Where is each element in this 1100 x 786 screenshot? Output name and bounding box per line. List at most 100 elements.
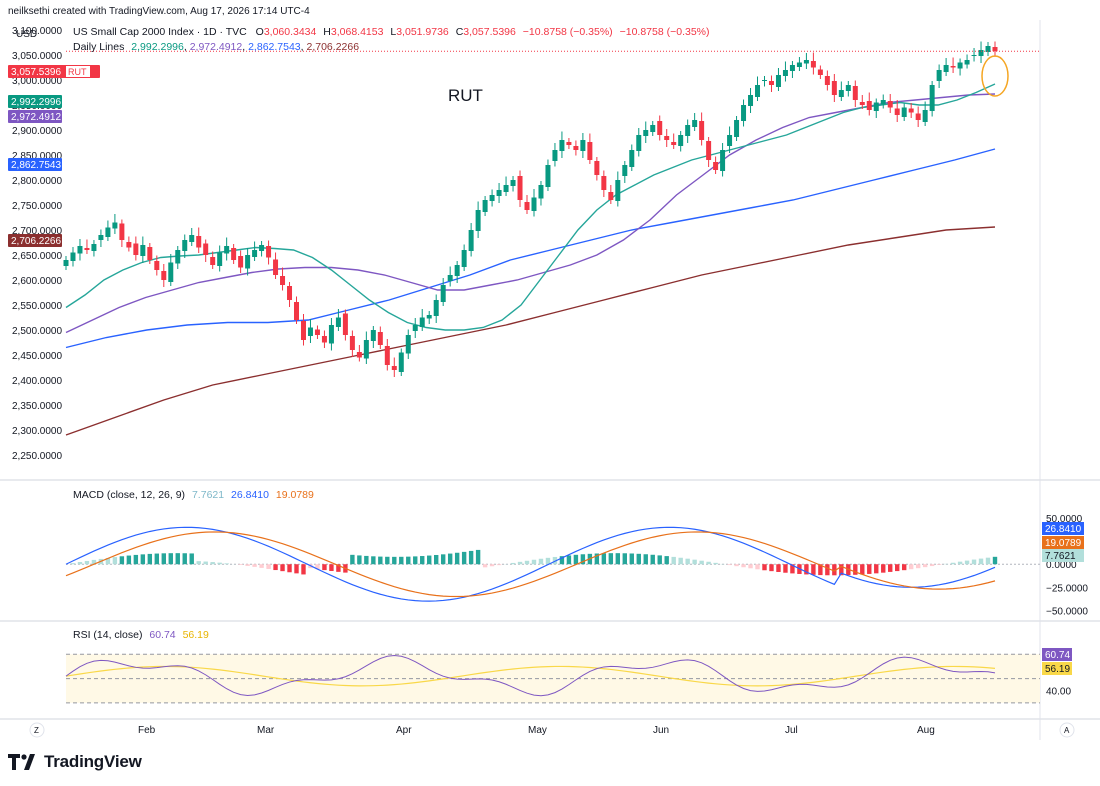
tradingview-logo-icon (8, 754, 35, 770)
macd-badge-label: 19.0789 (1045, 538, 1082, 549)
candle-body (217, 252, 223, 266)
macd-hist-bar (985, 557, 991, 565)
highlight-circle (981, 55, 1009, 97)
y-tick-label: 2,800.0000 (12, 176, 62, 187)
currency-label[interactable]: USD (16, 29, 38, 40)
rsi-badge-label: 56.19 (1045, 664, 1070, 675)
candle-body (231, 248, 237, 260)
change-value: −10.8758 (−0.35%) (522, 26, 613, 38)
candle-body (887, 101, 893, 108)
candle-body (377, 332, 383, 345)
candle-body (112, 222, 118, 229)
candle-body (196, 236, 202, 248)
macd-hist-bar (853, 564, 858, 575)
macd-hist-bar (580, 554, 586, 565)
month-label: May (528, 725, 547, 736)
candle-body (321, 336, 327, 343)
candle-body (985, 46, 991, 52)
candle-body (992, 47, 998, 52)
candle-body (706, 141, 712, 160)
macd-hist-bar (91, 559, 97, 565)
macd-badge (1042, 522, 1084, 535)
tradingview-brand[interactable]: TradingView (8, 752, 142, 772)
candle-body (664, 136, 670, 140)
macd-legend[interactable]: MACD (close, 12, 26, 9) 7.7621 26.8410 1… (73, 489, 314, 501)
macd-hist-bar (517, 561, 523, 565)
candle-body (161, 271, 167, 280)
candle-body (175, 250, 181, 264)
macd-hist-bar (776, 564, 781, 572)
macd-hist-bar (280, 564, 285, 572)
auto-scale-button (1059, 722, 1075, 738)
candle-body (573, 146, 579, 150)
macd-hist-bar (175, 553, 180, 565)
y-tick-label: 2,300.0000 (12, 426, 62, 437)
rsi-legend[interactable]: RSI (14, close) 60.74 56.19 (73, 629, 209, 641)
ma-line-2 (65, 93, 996, 334)
candle-body (643, 130, 649, 136)
macd-hist-bar (915, 564, 921, 569)
candle-body (915, 113, 921, 120)
low-label: L (390, 26, 397, 38)
candle-body (314, 329, 320, 335)
y-tick-label: 2,250.0000 (12, 451, 62, 462)
candle-body (245, 255, 251, 269)
rsi-badge (1042, 662, 1072, 675)
price-badge-tag-bg (66, 66, 90, 77)
macd-hist-bar (922, 564, 928, 568)
macd-label: MACD (close, 12, 26, 9) (73, 489, 186, 501)
rsi-tick-label: 40.00 (1046, 687, 1071, 698)
candle-body (810, 61, 816, 68)
macd-hist-bar (413, 556, 418, 565)
macd-hist-bar (573, 554, 579, 565)
macd-hist-bar (748, 564, 753, 569)
candle-body (496, 190, 502, 196)
macd-badge-label: 7.7621 (1045, 551, 1076, 562)
candle-body (224, 246, 230, 254)
candle-body (154, 261, 160, 270)
rsi-value: 60.74 (149, 629, 176, 641)
macd-hist-bar (70, 563, 76, 565)
macd-hist-bar (706, 561, 711, 565)
candle-body (601, 176, 607, 190)
macd-hist-bar (434, 554, 439, 565)
candle-body (950, 66, 956, 68)
macd-hist-bar (804, 564, 809, 575)
candle-body (894, 108, 900, 115)
macd-hist-bar (818, 564, 823, 576)
macd-hist-bar (203, 561, 208, 565)
ma-line-4 (65, 226, 996, 436)
ohlc-legend: US Small Cap 2000 Index · 1D · TVC O3,06… (73, 26, 710, 38)
candle-body (559, 140, 565, 151)
macd-hist-bar (545, 557, 551, 565)
candle-body (761, 80, 767, 81)
daily-lines-legend[interactable]: Daily Lines 2,992.2996, 2,972.4912, 2,86… (73, 41, 360, 53)
candle-body (796, 62, 802, 67)
macd-hist-bar (643, 554, 648, 565)
macd-hist-bar (510, 562, 516, 565)
macd-hist-bar (273, 564, 278, 571)
macd-hist-bar (783, 564, 788, 573)
price-badge (8, 110, 62, 123)
y-tick-label: 2,750.0000 (12, 201, 62, 212)
candle-body (824, 76, 830, 85)
candle-body (552, 150, 558, 161)
candle-body (84, 248, 90, 250)
month-label: Jul (785, 725, 798, 736)
candle-body (405, 335, 411, 354)
macd-hist-bar (301, 564, 306, 575)
macd-hist-bar (657, 555, 662, 565)
candle-body (657, 121, 663, 135)
candle-body (831, 81, 837, 95)
candle-body (468, 230, 474, 251)
macd-hist-bar (266, 564, 271, 569)
macd-hist-bar (936, 564, 942, 565)
macd-hist-bar (468, 550, 474, 565)
candle-body (880, 100, 886, 105)
macd-hist-bar (881, 564, 886, 573)
candle-body (803, 60, 809, 64)
macd-hist-bar (524, 560, 530, 565)
macd-hist-bar (238, 564, 243, 565)
candle-body (412, 325, 418, 331)
symbol-title[interactable]: US Small Cap 2000 Index · 1D · TVC (73, 26, 247, 38)
